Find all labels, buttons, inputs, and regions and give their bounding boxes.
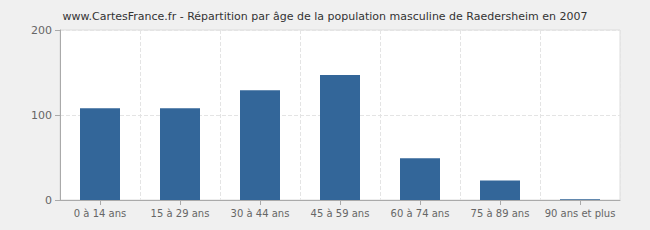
svg-text:60 à 74 ans: 60 à 74 ans bbox=[391, 208, 450, 219]
svg-text:90 ans et plus: 90 ans et plus bbox=[545, 208, 616, 219]
svg-text:0: 0 bbox=[45, 194, 52, 207]
svg-text:30 à 44 ans: 30 à 44 ans bbox=[231, 208, 290, 219]
svg-text:100: 100 bbox=[31, 109, 52, 122]
svg-text:45 à 59 ans: 45 à 59 ans bbox=[311, 208, 370, 219]
svg-text:0 à 14 ans: 0 à 14 ans bbox=[74, 208, 126, 219]
svg-text:200: 200 bbox=[31, 24, 52, 37]
svg-text:75 à 89 ans: 75 à 89 ans bbox=[471, 208, 530, 219]
svg-text:15 à 29 ans: 15 à 29 ans bbox=[151, 208, 210, 219]
svg-text:www.CartesFrance.fr - Répartit: www.CartesFrance.fr - Répartition par âg… bbox=[62, 10, 587, 23]
